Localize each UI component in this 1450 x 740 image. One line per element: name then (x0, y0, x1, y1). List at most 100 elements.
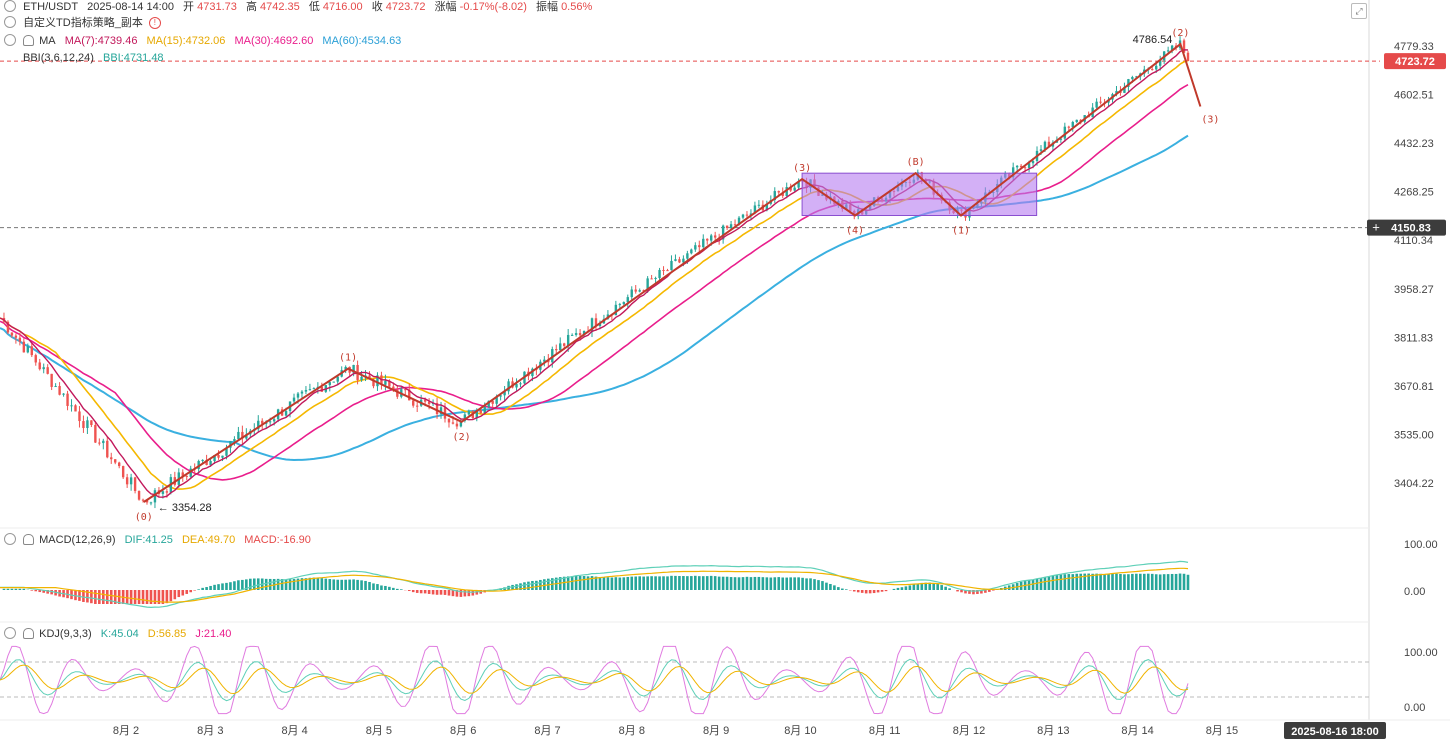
candle (153, 490, 157, 503)
macd-bar (1079, 573, 1083, 590)
candle (467, 411, 471, 415)
collapse-icon[interactable] (4, 533, 16, 546)
price-axis-label: 4779.33 (1394, 41, 1434, 53)
candle (110, 457, 113, 460)
crosshair-price-tag: 4150.83 (1391, 223, 1431, 235)
macd-bar (284, 579, 288, 590)
change-value: -0.17%(-8.02) (459, 1, 527, 13)
collapse-icon[interactable] (4, 16, 16, 29)
macd-bar (829, 584, 832, 590)
macd-bar (805, 578, 808, 590)
candle (237, 431, 240, 440)
macd-bar (447, 590, 451, 596)
candle (638, 290, 641, 292)
time-axis-label: 8月 7 (534, 725, 560, 737)
info-icon[interactable]: ! (148, 17, 161, 30)
macd-bar (1031, 580, 1035, 590)
kdj-name[interactable]: KDJ(9,3,3) (39, 628, 92, 640)
macd-bar (125, 590, 129, 604)
candle (427, 401, 431, 405)
macd-bar (392, 587, 395, 590)
macd-bar (618, 577, 622, 590)
macd-bar (372, 583, 375, 590)
wave-label: (3) (793, 163, 811, 174)
macd-name[interactable]: MACD(12,26,9) (39, 534, 116, 546)
macd-bar (312, 577, 316, 590)
macd-bar (777, 577, 781, 590)
candle (121, 466, 125, 478)
time-axis-label: 8月 11 (869, 725, 901, 737)
candle (396, 390, 399, 397)
bell-icon[interactable] (23, 34, 35, 46)
candle (360, 376, 363, 380)
d-line (0, 664, 1189, 695)
macd-bar (745, 576, 749, 590)
candle (241, 431, 244, 439)
collapse-icon[interactable] (4, 34, 16, 47)
high-label: 高 (245, 1, 257, 13)
macd-bar (586, 576, 590, 590)
macd-bar (161, 590, 165, 604)
macd-bar (1115, 573, 1118, 590)
macd-bar (511, 584, 514, 590)
candle (205, 459, 208, 465)
macd-bar (590, 576, 594, 590)
candle (785, 187, 788, 196)
candle (82, 421, 85, 429)
time-axis-label: 8月 10 (784, 725, 816, 737)
candle (797, 181, 800, 188)
crosshair-price-tag-bg (1367, 219, 1446, 236)
macd-bar (539, 579, 542, 590)
candle (1155, 65, 1158, 70)
candle (682, 258, 685, 263)
macd-bar (217, 584, 220, 590)
ma-name[interactable]: MA (39, 35, 56, 47)
indicator-name[interactable]: 自定义TD指标策略_副本 (23, 17, 143, 29)
candle (781, 192, 784, 196)
collapse-icon[interactable] (4, 0, 16, 13)
bell-icon[interactable] (23, 627, 35, 639)
candle (261, 420, 264, 424)
candle (686, 253, 689, 259)
candle (570, 334, 574, 336)
candle (1059, 138, 1063, 140)
ma-legend: MA MA(7):4739.46 MA(15):4732.06 MA(30):4… (4, 34, 401, 48)
macd-bar (574, 575, 578, 590)
macd-bar (376, 584, 379, 590)
time-axis-label: 8月 9 (703, 725, 729, 737)
macd-bar (463, 590, 467, 597)
candle (737, 217, 741, 225)
candle (1182, 40, 1186, 53)
macd-bar (308, 577, 312, 590)
macd-bar (797, 577, 800, 590)
candle (412, 400, 415, 406)
candle (217, 455, 220, 458)
candle (777, 191, 780, 193)
macd-bar (785, 577, 789, 590)
bbi-name[interactable]: BBI(3,6,12,24) (23, 52, 94, 64)
collapse-icon[interactable] (4, 627, 16, 640)
macd-bar (705, 576, 709, 590)
macd-bar (296, 578, 300, 590)
time-axis-label: 8月 2 (113, 725, 139, 737)
macd-bar (360, 580, 363, 590)
macd-bar (694, 575, 697, 590)
candle (1023, 167, 1027, 169)
bell-icon[interactable] (23, 533, 35, 545)
fullscreen-icon[interactable]: ⤢ (1351, 3, 1367, 19)
bar-time: 2025-08-14 14:00 (87, 1, 174, 13)
macd-bar (352, 579, 355, 590)
macd-bar (1158, 574, 1162, 590)
macd-bar (98, 590, 101, 604)
macd-bar (451, 590, 455, 597)
open-label: 开 (183, 1, 195, 13)
candle (376, 375, 379, 387)
macd-bar (288, 579, 292, 590)
candle (495, 396, 498, 404)
macd-bar (658, 576, 661, 590)
candle (54, 386, 57, 388)
macd-bar (1099, 573, 1102, 590)
macd-bar (245, 579, 248, 590)
